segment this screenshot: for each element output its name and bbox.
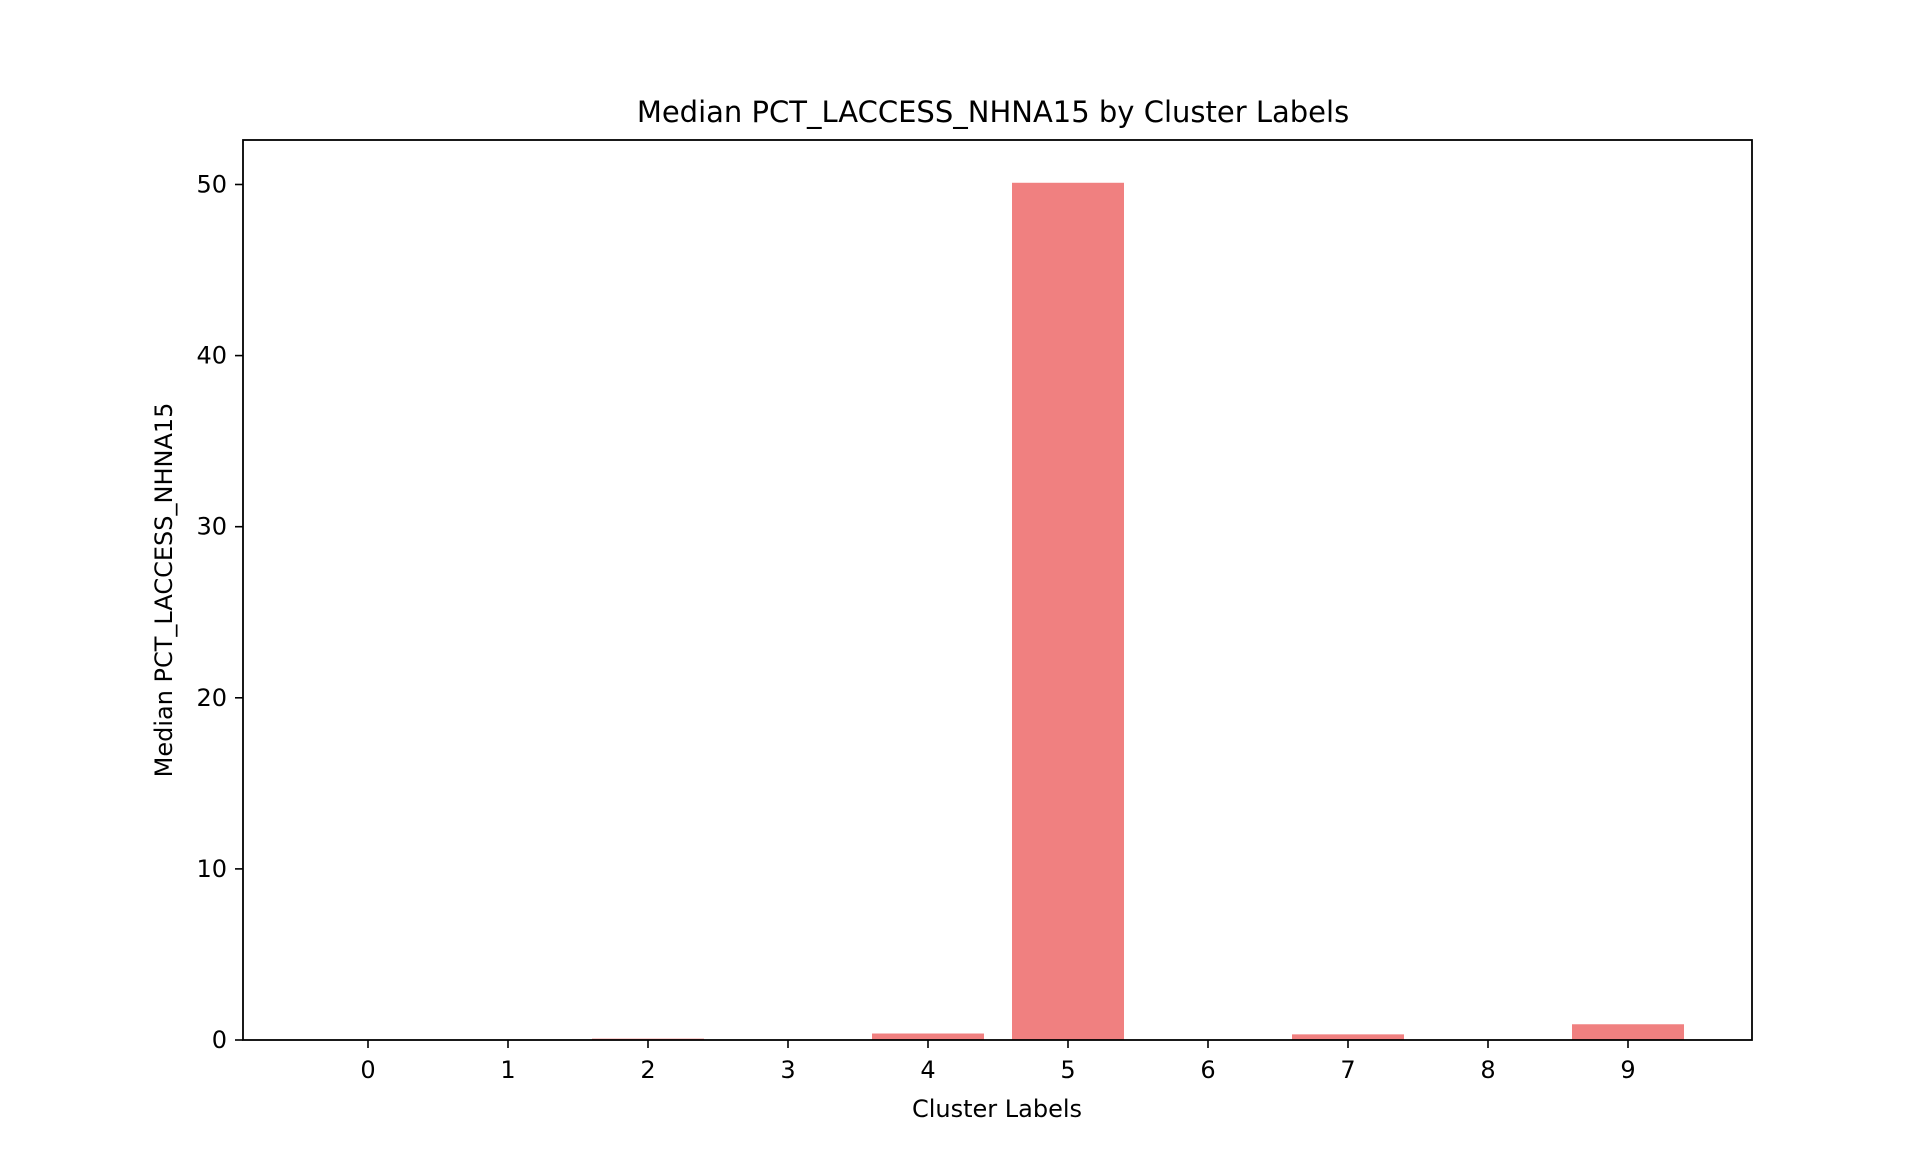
x-tick-label-5: 5 (1060, 1056, 1075, 1084)
y-axis-label: Median PCT_LACCESS_NHNA15 (150, 403, 178, 778)
bar-7 (1292, 1034, 1404, 1040)
bar-4 (872, 1033, 984, 1040)
x-tick-label-2: 2 (640, 1056, 655, 1084)
bar-5 (1012, 182, 1124, 1041)
x-axis-label: Cluster Labels (912, 1095, 1082, 1123)
y-tick-label-10: 10 (196, 855, 227, 883)
x-axis: 0 1 2 3 4 5 6 7 8 9 (360, 1040, 1636, 1084)
y-axis: 0 10 20 30 40 50 (196, 170, 243, 1054)
y-tick-label-30: 30 (196, 513, 227, 541)
x-tick-label-8: 8 (1480, 1056, 1495, 1084)
plot-frame (242, 139, 1753, 1041)
bars (592, 182, 1684, 1041)
y-tick-label-40: 40 (196, 342, 227, 370)
y-tick-label-0: 0 (212, 1026, 227, 1054)
x-tick-label-1: 1 (500, 1056, 515, 1084)
y-tick-label-50: 50 (196, 170, 227, 198)
chart-title: Median PCT_LACCESS_NHNA15 by Cluster Lab… (637, 95, 1349, 129)
x-tick-label-0: 0 (360, 1056, 375, 1084)
x-tick-label-6: 6 (1200, 1056, 1215, 1084)
x-tick-label-9: 9 (1620, 1056, 1635, 1084)
x-tick-label-7: 7 (1340, 1056, 1355, 1084)
y-tick-label-20: 20 (196, 684, 227, 712)
x-tick-label-3: 3 (780, 1056, 795, 1084)
bar-9 (1572, 1024, 1684, 1040)
x-tick-label-4: 4 (920, 1056, 935, 1084)
